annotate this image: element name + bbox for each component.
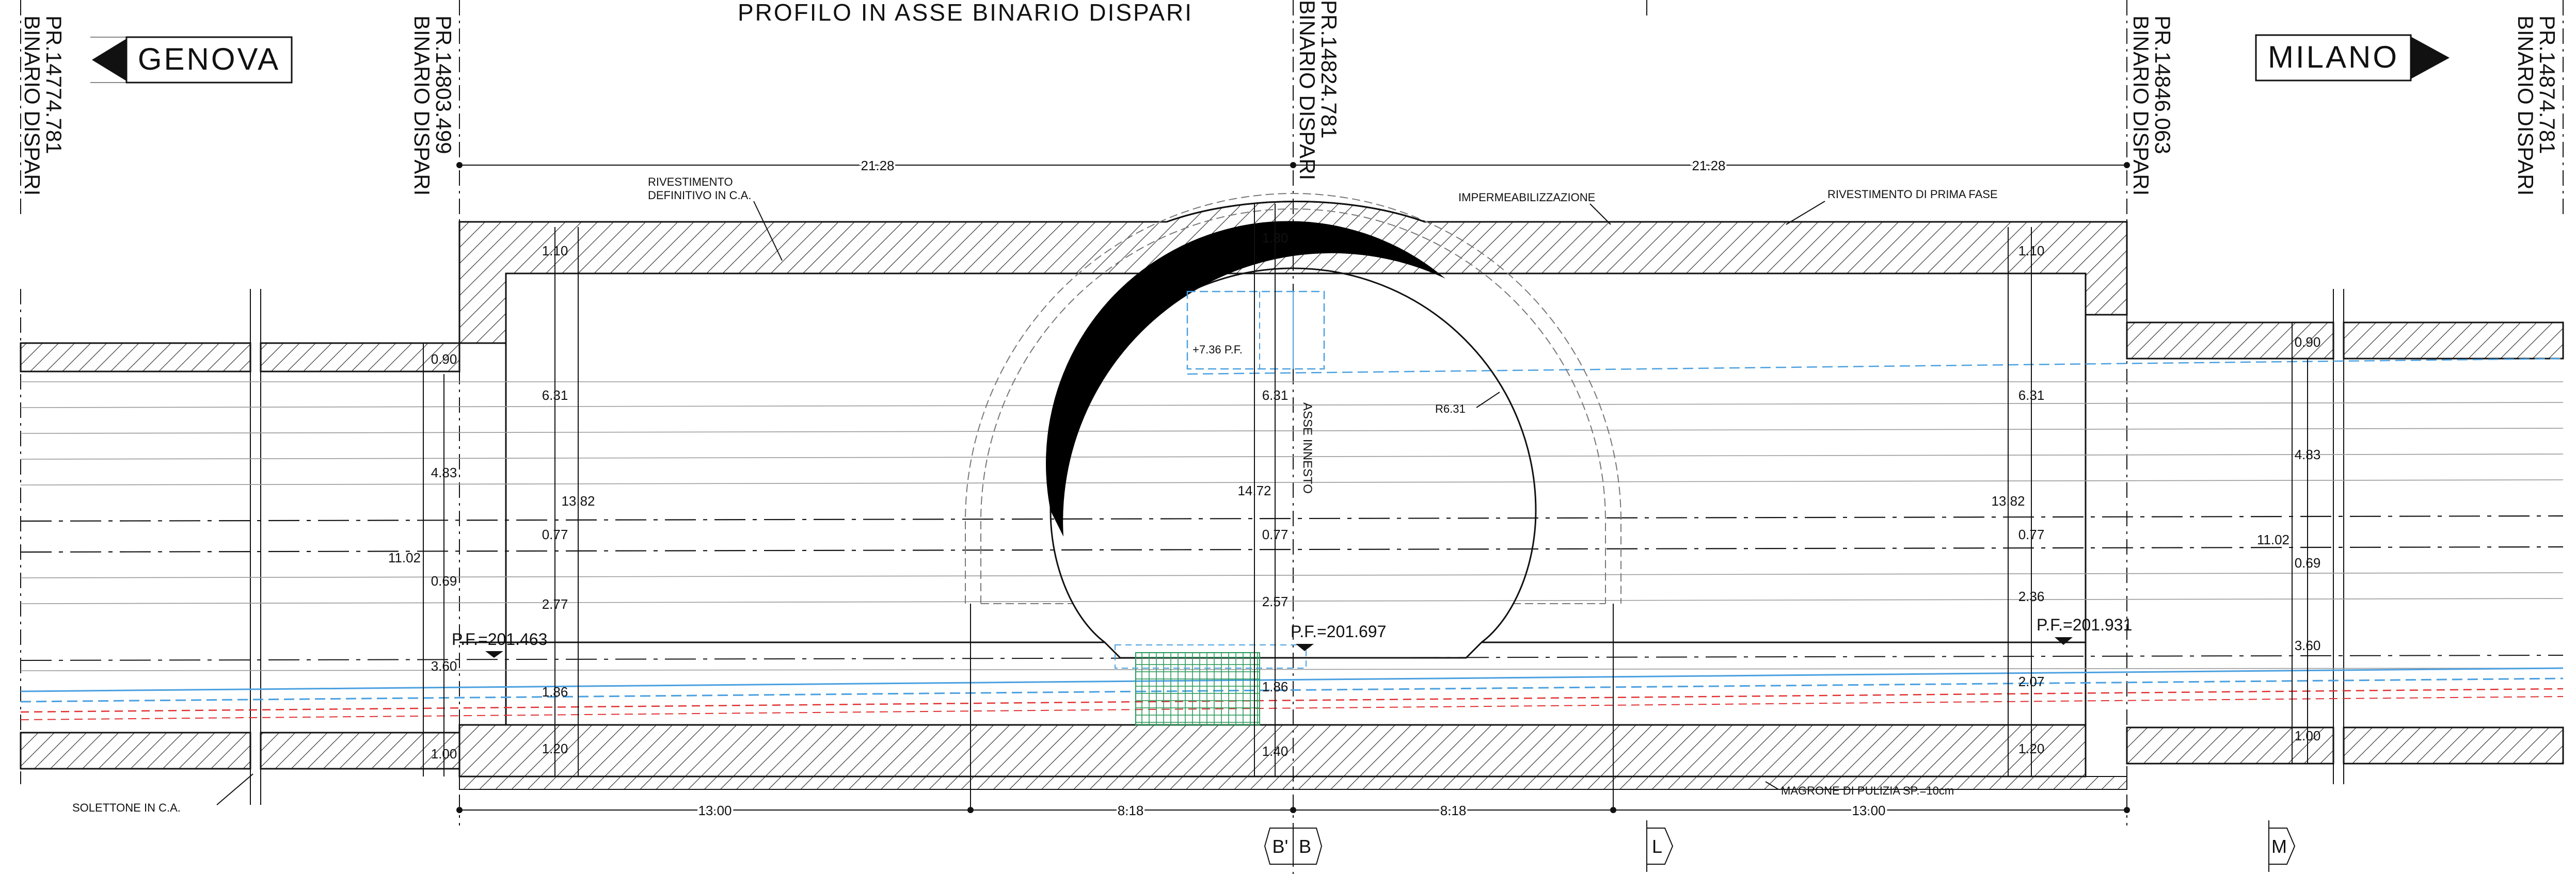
svg-text:6.31: 6.31 <box>1262 387 1289 403</box>
svg-text:BINARIO DISPARI: BINARIO DISPARI <box>2129 15 2153 196</box>
right-tunnel-section <box>2126 289 2564 784</box>
station-label-3: PR.14824.781 BINARIO DISPARI <box>1295 0 1341 180</box>
svg-text:1.80: 1.80 <box>1262 230 1289 246</box>
svg-text:13.00: 13.00 <box>698 803 732 818</box>
svg-text:0.90: 0.90 <box>2295 334 2321 350</box>
svg-text:B: B <box>1299 836 1311 857</box>
pf-center: P.F.=201.697 <box>1291 622 1386 641</box>
svg-text:ASSE INNESTO: ASSE INNESTO <box>1300 402 1314 494</box>
svg-text:4.83: 4.83 <box>431 465 457 480</box>
section-markers: B' B L M <box>1264 820 2296 872</box>
direction-genova: GENOVA <box>90 36 293 84</box>
svg-text:13.82: 13.82 <box>1991 493 2025 509</box>
svg-text:1.86: 1.86 <box>542 684 568 700</box>
pf-right: P.F.=201.931 <box>2037 616 2132 634</box>
genova-label: GENOVA <box>138 42 280 76</box>
svg-text:0.90: 0.90 <box>431 351 457 367</box>
svg-text:4.83: 4.83 <box>2295 447 2321 462</box>
profile-lines <box>20 358 2564 720</box>
svg-text:1.00: 1.00 <box>2295 728 2321 743</box>
svg-text:3.60: 3.60 <box>2295 638 2321 653</box>
milano-label: MILANO <box>2268 40 2399 74</box>
svg-text:BINARIO DISPARI: BINARIO DISPARI <box>1295 0 1319 180</box>
svg-text:6.31: 6.31 <box>2018 387 2045 403</box>
svg-text:3.60: 3.60 <box>431 658 457 674</box>
svg-text:MAGRONE DI PULIZIA SP.=10cm: MAGRONE DI PULIZIA SP.=10cm <box>1781 784 1954 797</box>
direction-milano: MILANO <box>2255 34 2450 82</box>
pf-left: P.F.=201.463 <box>452 630 547 649</box>
svg-text:RIVESTIMENTO: RIVESTIMENTO <box>648 175 733 188</box>
station-label-1: PR.14774.781 BINARIO DISPARI <box>20 15 66 196</box>
svg-text:2.36: 2.36 <box>2018 589 2045 604</box>
svg-text:1.10: 1.10 <box>2018 243 2045 258</box>
svg-text:1.20: 1.20 <box>542 741 568 756</box>
svg-text:+7.36 P.F.: +7.36 P.F. <box>1192 343 1243 356</box>
svg-text:1.10: 1.10 <box>542 243 568 258</box>
station-label-2: PR.14803.499 BINARIO DISPARI <box>410 15 456 196</box>
svg-text:PR.14874.781: PR.14874.781 <box>2535 15 2559 154</box>
svg-text:2.57: 2.57 <box>1262 594 1289 609</box>
svg-text:2.07: 2.07 <box>2018 674 2045 689</box>
svg-text:13.82: 13.82 <box>561 493 595 509</box>
svg-text:IMPERMEABILIZZAZIONE: IMPERMEABILIZZAZIONE <box>1458 191 1595 204</box>
svg-text:B': B' <box>1273 836 1289 857</box>
svg-text:1.40: 1.40 <box>1262 743 1289 759</box>
svg-text:0.77: 0.77 <box>2018 527 2045 542</box>
svg-text:DEFINITIVO IN C.A.: DEFINITIVO IN C.A. <box>648 189 751 202</box>
svg-text:BINARIO DISPARI: BINARIO DISPARI <box>20 15 44 196</box>
svg-text:SOLETTONE IN C.A.: SOLETTONE IN C.A. <box>72 801 181 814</box>
drawing-title: PROFILO IN ASSE BINARIO DISPARI <box>738 0 1193 26</box>
svg-text:0.69: 0.69 <box>2295 555 2321 571</box>
svg-text:21.28: 21.28 <box>861 158 894 173</box>
svg-text:14.72: 14.72 <box>1237 483 1271 498</box>
svg-text:BINARIO DISPARI: BINARIO DISPARI <box>2514 15 2538 196</box>
svg-text:R6.31: R6.31 <box>1435 402 1466 415</box>
svg-text:0.77: 0.77 <box>542 527 568 542</box>
main-structure <box>458 201 2128 790</box>
svg-text:PR.14774.781: PR.14774.781 <box>42 15 66 154</box>
svg-text:11.02: 11.02 <box>388 550 421 565</box>
vertical-dimensions: 0.90 4.83 11.02 0.69 3.60 1.00 1.10 6.31… <box>388 204 2320 776</box>
svg-text:2.77: 2.77 <box>542 596 568 612</box>
svg-text:1.86: 1.86 <box>1262 679 1289 694</box>
svg-text:L: L <box>1652 836 1662 857</box>
svg-text:0.77: 0.77 <box>1262 527 1289 542</box>
station-label-4: PR.14846.063 BINARIO DISPARI <box>2129 15 2175 196</box>
svg-text:13.00: 13.00 <box>1852 803 1885 818</box>
svg-text:BINARIO DISPARI: BINARIO DISPARI <box>410 15 434 196</box>
svg-text:21.28: 21.28 <box>1692 158 1725 173</box>
svg-text:PR.14803.499: PR.14803.499 <box>432 15 456 154</box>
pf-markers: P.F.=201.463 P.F.=201.697 P.F.=201.931 <box>452 616 2132 658</box>
svg-text:RIVESTIMENTO DI PRIMA FASE: RIVESTIMENTO DI PRIMA FASE <box>1827 188 1998 201</box>
svg-text:8.18: 8.18 <box>1440 803 1467 818</box>
arch-tunnel <box>459 193 2086 725</box>
svg-text:1.20: 1.20 <box>2018 741 2045 756</box>
svg-text:PR.14846.063: PR.14846.063 <box>2151 15 2175 154</box>
station-label-5: PR.14874.781 BINARIO DISPARI <box>2514 15 2559 196</box>
svg-text:8.18: 8.18 <box>1118 803 1144 818</box>
bottom-dimension: 13.00 8.18 8.18 13.00 <box>456 604 2130 820</box>
svg-text:11.02: 11.02 <box>2257 532 2289 547</box>
svg-text:6.31: 6.31 <box>542 387 568 403</box>
left-tunnel-section <box>20 289 460 805</box>
svg-text:PR.14824.781: PR.14824.781 <box>1317 0 1341 139</box>
svg-text:M: M <box>2271 836 2287 857</box>
svg-text:1.00: 1.00 <box>431 746 457 762</box>
top-dimension: 21.28 21.28 <box>456 156 2130 175</box>
leader-labels: RIVESTIMENTO DEFINITIVO IN C.A. IMPERMEA… <box>72 175 1998 814</box>
svg-text:0.69: 0.69 <box>431 573 457 589</box>
